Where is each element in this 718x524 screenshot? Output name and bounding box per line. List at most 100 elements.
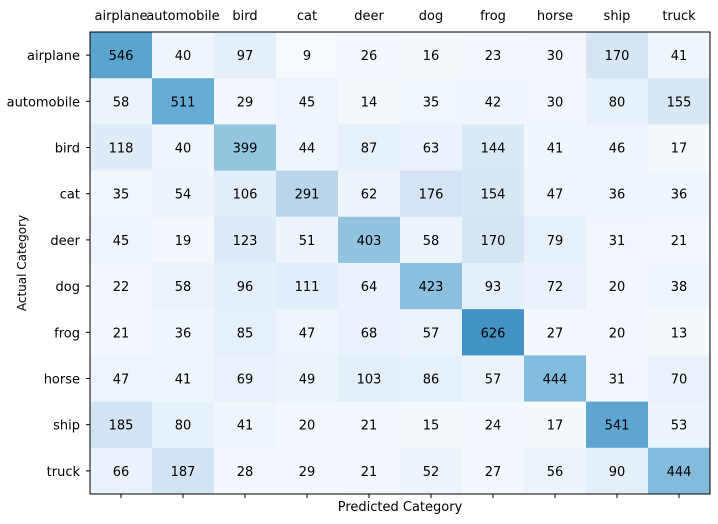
heatmap-cell	[586, 447, 649, 495]
heatmap-cell	[400, 401, 463, 449]
cell-value-label: 154	[481, 188, 506, 203]
cell-value-label: 58	[423, 234, 440, 249]
cell-value-label: 45	[113, 234, 130, 249]
cell-value-label: 86	[423, 373, 440, 388]
cell-value-label: 17	[671, 142, 688, 157]
cell-value-label: 79	[547, 234, 564, 249]
cell-value-label: 45	[299, 95, 316, 110]
cell-value-label: 29	[237, 95, 254, 110]
cell-value-label: 23	[485, 49, 502, 64]
cell-value-label: 41	[237, 419, 254, 434]
cell-value-label: 541	[605, 419, 630, 434]
heatmap-cell	[648, 124, 711, 172]
cell-value-label: 56	[547, 465, 564, 480]
heatmap-cell	[276, 78, 339, 125]
heatmap-cell	[648, 355, 711, 403]
heatmap-cell	[648, 78, 711, 125]
cell-value-label: 399	[233, 142, 258, 157]
heatmap-cell	[524, 447, 587, 495]
y-axis-ticks: airplane automobile bird cat deer dog frog hors…	[7, 49, 90, 480]
cell-value-label: 26	[361, 49, 378, 64]
cell-value-label: 31	[609, 234, 626, 249]
cell-value-label: 58	[113, 95, 130, 110]
heatmap-cell	[648, 216, 711, 264]
heatmap-cell	[400, 309, 463, 356]
cell-value-label: 53	[671, 419, 688, 434]
cell-value-label: 27	[485, 465, 502, 480]
cell-value-label: 123	[233, 234, 258, 249]
cell-value-label: 21	[113, 326, 130, 341]
heatmap-cell	[586, 216, 649, 264]
y-tick-label: dog	[56, 280, 80, 295]
cell-value-label: 36	[609, 188, 626, 203]
cell-value-label: 57	[423, 326, 440, 341]
heatmap-cell	[400, 32, 463, 79]
heatmap-cell	[524, 401, 587, 449]
heatmap-cell	[276, 32, 339, 79]
heatmap-cell	[214, 32, 277, 79]
cell-value-label: 49	[299, 373, 316, 388]
cell-value-label: 30	[547, 49, 564, 64]
heatmap-cell	[400, 447, 463, 495]
cell-value-label: 41	[671, 49, 688, 64]
heatmap-cell	[338, 124, 401, 172]
cell-value-label: 511	[171, 95, 196, 110]
heatmap-cell	[462, 309, 525, 356]
heatmap-cell	[400, 124, 463, 172]
cell-value-label: 9	[303, 49, 311, 64]
y-tick-label: deer	[50, 234, 80, 249]
heatmap-cell	[524, 355, 587, 403]
heatmap-cell	[400, 170, 463, 218]
heatmap-cell	[462, 124, 525, 172]
cell-value-label: 185	[109, 419, 134, 434]
cell-value-label: 42	[485, 95, 502, 110]
cell-value-label: 90	[609, 465, 626, 480]
plot-frame	[89, 31, 711, 495]
cell-value-label: 21	[361, 465, 378, 480]
cell-value-label: 44	[299, 142, 316, 157]
heatmap-cell	[338, 78, 401, 125]
cell-value-label: 68	[361, 326, 378, 341]
heatmap-cell	[524, 263, 587, 310]
cell-value-label: 15	[423, 419, 440, 434]
cell-value-label: 66	[113, 465, 130, 480]
cell-value-label: 46	[609, 142, 626, 157]
heatmap-cell	[338, 401, 401, 449]
heatmap-cell	[90, 124, 153, 172]
heatmap-cell	[214, 170, 277, 218]
heatmap-cell	[152, 124, 215, 172]
heatmap-cell	[90, 32, 153, 79]
heatmap-cell	[90, 78, 153, 125]
cell-value-label: 35	[113, 188, 130, 203]
cell-value-label: 64	[361, 280, 378, 295]
heatmap-cell	[524, 309, 587, 356]
x-tick-label: ship	[604, 9, 631, 24]
heatmap-cell	[214, 78, 277, 125]
heatmap-cell	[152, 355, 215, 403]
cell-value-label: 291	[295, 188, 320, 203]
heatmap-cell	[276, 124, 339, 172]
heatmap-cell	[462, 170, 525, 218]
heatmap-cell	[648, 447, 711, 495]
heatmap-cell	[214, 447, 277, 495]
heatmap-cell	[586, 32, 649, 79]
cell-value-label: 19	[175, 234, 192, 249]
heatmap-cell	[214, 309, 277, 356]
heatmap-cell	[586, 401, 649, 449]
heatmap-cell	[276, 263, 339, 310]
heatmap-cell	[338, 263, 401, 310]
x-tick-label: dog	[419, 9, 443, 24]
cell-value-label: 546	[109, 49, 134, 64]
heatmap-cell	[462, 401, 525, 449]
cell-value-label: 36	[671, 188, 688, 203]
heatmap-cell	[338, 216, 401, 264]
heatmap-cell	[152, 263, 215, 310]
heatmap-cell	[90, 170, 153, 218]
heatmap-cell	[338, 309, 401, 356]
heatmap-cell	[524, 170, 587, 218]
heatmap-cell	[276, 447, 339, 495]
heatmap-cell	[90, 355, 153, 403]
heatmap-cell	[90, 309, 153, 356]
